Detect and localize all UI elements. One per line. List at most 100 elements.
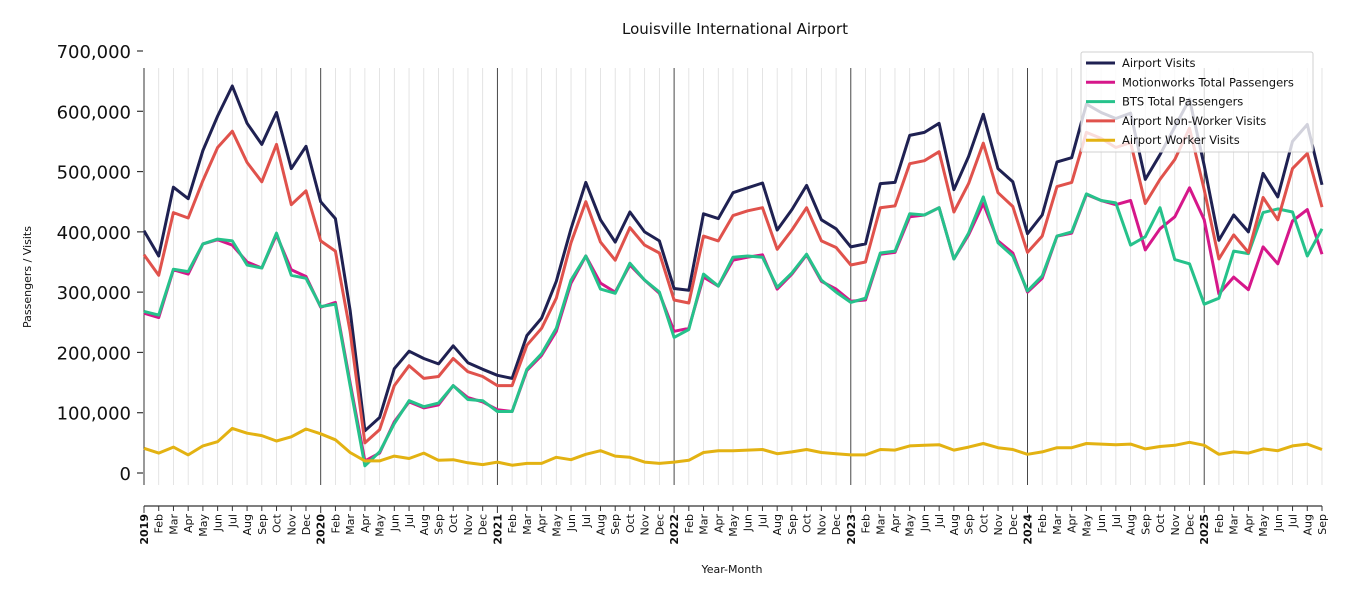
x-tick-label: May: [1080, 514, 1093, 537]
y-axis-label: Passengers / Visits: [21, 226, 34, 328]
x-tick-label: Mar: [521, 514, 534, 535]
x-tick-label: Aug: [1125, 514, 1138, 535]
chart-title: Louisville International Airport: [622, 20, 848, 38]
x-tick-label: Nov: [639, 514, 652, 536]
x-tick-label: Sep: [786, 514, 799, 535]
x-tick-label: Feb: [1036, 514, 1049, 533]
x-tick-label: May: [727, 514, 740, 537]
x-tick-label: 2023: [845, 514, 858, 545]
x-axis-label: Year-Month: [700, 563, 762, 576]
legend: Airport Visits Motionworks Total Passenge…: [1080, 51, 1314, 153]
x-tick-label: Apr: [1242, 514, 1255, 534]
x-tick-label: Aug: [594, 514, 607, 535]
x-tick-label: Mar: [1051, 514, 1064, 535]
x-tick-label: Sep: [256, 514, 269, 535]
x-tick-label: Sep: [963, 514, 976, 535]
x-tick-label: Aug: [1301, 514, 1314, 535]
x-tick-label: Mar: [698, 514, 711, 535]
series-line-bts-total-passengers: [143, 192, 1324, 468]
x-tick-label: May: [904, 514, 917, 537]
x-tick-label: Feb: [683, 514, 696, 533]
x-tick-label: Jun: [388, 514, 401, 532]
x-tick-label: Jun: [212, 514, 225, 532]
x-tick-label: Feb: [153, 514, 166, 533]
y-tick-label: 400,000: [57, 223, 131, 244]
x-tick-label: Jun: [918, 514, 931, 532]
x-tick-label: Aug: [771, 514, 784, 535]
x-tick-label: Apr: [1066, 514, 1079, 534]
x-tick-label: May: [374, 514, 387, 537]
x-tick-label: Jul: [580, 514, 593, 528]
x-tick-label: Jul: [226, 514, 239, 528]
x-tick-label: Nov: [815, 514, 828, 536]
x-axis: 2019 Feb Mar Apr May Jun Jul Aug Sep Oct Nov Dec 202…: [138, 505, 1329, 545]
y-tick-label: 500,000: [57, 163, 131, 184]
legend-label: Airport Visits: [1122, 56, 1196, 70]
x-tick-label: Sep: [609, 514, 622, 535]
x-tick-label: Jul: [933, 514, 946, 528]
x-tick-label: Dec: [1007, 514, 1020, 535]
x-tick-label: Oct: [801, 513, 814, 533]
x-tick-label: Dec: [300, 514, 313, 535]
x-tick-label: Apr: [712, 514, 725, 534]
x-tick-label: 2020: [315, 514, 328, 545]
x-tick-label: 2022: [668, 514, 681, 545]
x-tick-label: Nov: [462, 514, 475, 536]
x-tick-label: Feb: [860, 514, 873, 533]
x-tick-label: Feb: [329, 514, 342, 533]
x-tick-label: Aug: [241, 514, 254, 535]
x-tick-label: 2025: [1198, 514, 1211, 545]
x-tick-label: Dec: [477, 514, 490, 535]
x-tick-label: Apr: [182, 514, 195, 534]
x-tick-label: Jun: [1272, 514, 1285, 532]
x-tick-label: Mar: [167, 514, 180, 535]
y-tick-label: 700,000: [57, 42, 131, 63]
x-tick-label: Feb: [506, 514, 519, 533]
x-tick-label: Dec: [830, 514, 843, 535]
x-tick-label: Jul: [756, 514, 769, 528]
x-tick-label: Sep: [1316, 514, 1329, 535]
x-tick-label: Aug: [418, 514, 431, 535]
x-tick-label: Oct: [624, 513, 637, 533]
y-axis: 0 100,000 200,000 300,000 400,000 500,000 600,…: [57, 42, 145, 485]
x-tick-label: 2019: [138, 514, 151, 545]
x-tick-label: Mar: [874, 514, 887, 535]
x-tick-label: May: [197, 514, 210, 537]
x-tick-label: Nov: [992, 514, 1005, 536]
x-tick-label: Sep: [1139, 514, 1152, 535]
x-tick-label: Jun: [1095, 514, 1108, 532]
legend-label: Motionworks Total Passengers: [1122, 75, 1294, 89]
x-tick-label: Nov: [285, 514, 298, 536]
x-tick-label: Jun: [565, 514, 578, 532]
legend-box: [1080, 51, 1314, 153]
x-tick-label: Feb: [1213, 514, 1226, 533]
y-tick-label: 600,000: [57, 102, 131, 123]
x-tick-label: Aug: [948, 514, 961, 535]
y-tick-label: 0: [120, 464, 131, 485]
legend-label: Airport Non-Worker Visits: [1122, 114, 1266, 128]
x-tick-label: Apr: [359, 514, 372, 534]
x-tick-label: Apr: [536, 514, 549, 534]
x-tick-label: May: [1257, 514, 1270, 537]
x-tick-label: 2024: [1022, 514, 1035, 545]
x-tick-label: Oct: [447, 513, 460, 533]
legend-label: Airport Worker Visits: [1122, 133, 1240, 147]
x-tick-label: Jul: [403, 514, 416, 528]
x-tick-label: Mar: [344, 514, 357, 535]
x-tick-label: Oct: [1154, 513, 1167, 533]
x-tick-label: Jul: [1110, 514, 1123, 528]
y-tick-label: 200,000: [57, 343, 131, 364]
y-tick-label: 300,000: [57, 283, 131, 304]
x-tick-label: Sep: [433, 514, 446, 535]
x-tick-label: Mar: [1228, 514, 1241, 535]
x-tick-label: Jul: [1287, 514, 1300, 528]
x-tick-label: Nov: [1169, 514, 1182, 536]
x-tick-label: Dec: [1183, 514, 1196, 535]
legend-label: BTS Total Passengers: [1122, 95, 1243, 109]
x-tick-label: Jun: [742, 514, 755, 532]
x-tick-label: 2021: [491, 514, 504, 545]
x-tick-label: May: [550, 514, 563, 537]
x-tick-label: Dec: [653, 514, 666, 535]
y-tick-label: 100,000: [57, 404, 131, 425]
